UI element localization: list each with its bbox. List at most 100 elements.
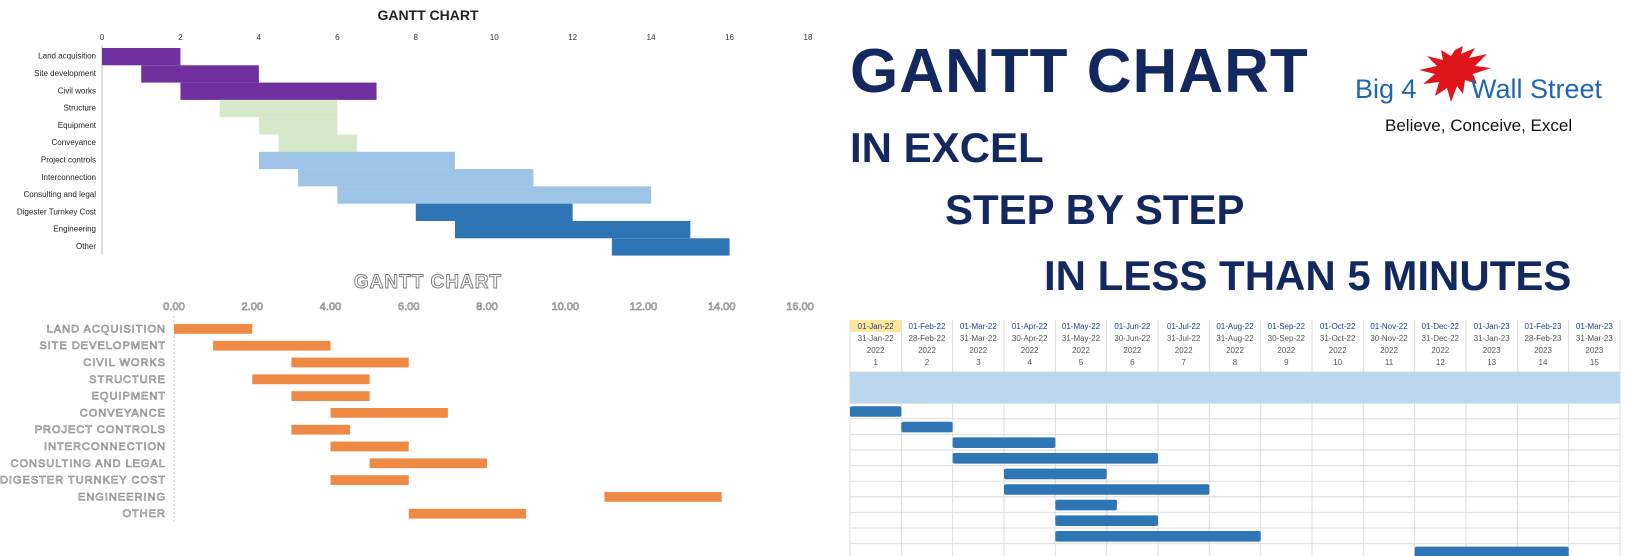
grid-header-cell: 14 [1539, 358, 1548, 367]
gantt-bar [337, 186, 652, 204]
highlight-row [850, 372, 1620, 388]
chart-title: GANTT CHART [354, 272, 502, 293]
y-tick-label: Other [76, 242, 96, 251]
gantt-bar [258, 117, 338, 135]
grid-header-cell: 01-Aug-22 [1216, 322, 1254, 331]
grid-header-cell: 2022 [1226, 346, 1244, 355]
grid-header-cell: 15 [1590, 358, 1599, 367]
x-tick-label: 0.00 [163, 301, 184, 313]
x-tick-label: 10 [490, 33, 499, 42]
y-tick-label: ENGINEERING [78, 491, 166, 503]
date-highlight [850, 320, 902, 332]
x-tick-label: 14.00 [708, 301, 736, 313]
grid-header-cell: 2022 [1380, 346, 1398, 355]
y-tick-label: PROJECT CONTROLS [35, 424, 166, 436]
eagle-icon [1419, 46, 1491, 102]
grid-header-cell: 2022 [1431, 346, 1449, 355]
y-tick-label: Site development [34, 69, 97, 78]
y-tick-label: Interconnection [41, 173, 96, 182]
chart-title: GANTT CHART [377, 7, 479, 23]
x-tick-label: 14 [647, 33, 656, 42]
gantt-bar [901, 421, 953, 433]
headline-line-1: IN EXCEL [850, 124, 1044, 171]
grid-header-cell: 13 [1487, 358, 1496, 367]
y-tick-label: CONVEYANCE [80, 407, 166, 419]
grid-header-cell: 31-Mar-23 [1576, 334, 1613, 343]
gantt-bar [180, 82, 377, 100]
grid-header-cell: 2022 [969, 346, 987, 355]
y-tick-label: EQUIPMENT [92, 391, 166, 403]
gantt-bar [455, 221, 691, 239]
grid-header-cell: 1 [873, 358, 878, 367]
grid-header-cell: 28-Feb-23 [1525, 334, 1562, 343]
gantt-bar [1004, 468, 1107, 480]
logo: Big 4 Wall Street Believe, Conceive, Exc… [1355, 44, 1615, 144]
gantt-bar [1055, 499, 1117, 511]
grid-header-cell: 2022 [1329, 346, 1347, 355]
gantt-bar [1055, 531, 1261, 542]
grid-header-cell: 7 [1181, 358, 1186, 367]
gantt-bar [174, 324, 253, 334]
grid-header-cell: 2022 [1277, 346, 1295, 355]
y-tick-label: CIVIL WORKS [83, 357, 166, 369]
grid-header-cell: 01-Jun-22 [1114, 322, 1151, 331]
grid-header-cell: 2023 [1534, 346, 1552, 355]
grid-header-cell: 01-Jan-22 [858, 322, 895, 331]
grid-header-cell: 2022 [1123, 346, 1141, 355]
grid-header-cell: 01-Dec-22 [1422, 322, 1460, 331]
x-tick-label: 12 [568, 33, 577, 42]
gantt-bar [604, 492, 722, 502]
y-tick-label: Digester Turnkey Cost [17, 207, 97, 216]
gantt-bar [1055, 515, 1158, 526]
grid-header-cell: 01-Sep-22 [1268, 322, 1306, 331]
y-tick-label: Consulting and legal [24, 190, 97, 199]
x-tick-label: 8.00 [476, 301, 497, 313]
grid-header-cell: 3 [976, 358, 981, 367]
gantt-bar [278, 134, 357, 152]
y-tick-label: OTHER [123, 508, 167, 520]
grid-header-cell: 2022 [867, 346, 885, 355]
grid-header-cell: 30-Nov-22 [1370, 334, 1408, 343]
logo-left-text: Big 4 [1355, 74, 1417, 104]
x-tick-label: 8 [414, 33, 419, 42]
x-tick-label: 18 [804, 33, 813, 42]
gantt-bar [850, 406, 902, 417]
grid-header-cell: 01-Apr-22 [1012, 322, 1048, 331]
grid-header-cell: 11 [1385, 358, 1394, 367]
y-tick-label: DIGESTER TURNKEY COST [0, 475, 166, 487]
gantt-bar [219, 99, 338, 118]
headline-line-3: IN LESS THAN 5 MINUTES [1044, 252, 1572, 299]
x-tick-label: 2 [178, 33, 183, 42]
headline-title: GANTT CHART [850, 37, 1309, 106]
grid-header-cell: 5 [1079, 358, 1084, 367]
gantt-bar [298, 169, 534, 187]
gantt-bar [952, 437, 1056, 448]
y-tick-label: Civil works [58, 86, 96, 95]
gantt-bar [415, 203, 573, 221]
y-tick-label: Project controls [41, 155, 96, 164]
gantt-bar [258, 151, 455, 170]
y-tick-label: Land acquisition [38, 52, 96, 61]
grid-header-cell: 01-Mar-22 [960, 322, 997, 331]
x-tick-label: 2.00 [242, 301, 263, 313]
grid-header-cell: 31-Oct-22 [1320, 334, 1356, 343]
grid-header-cell: 31-Dec-22 [1422, 334, 1460, 343]
grid-header-cell: 31-Mar-22 [960, 334, 997, 343]
x-tick-label: 4.00 [320, 301, 341, 313]
grid-header-cell: 01-Mar-23 [1576, 322, 1613, 331]
gantt-bar [408, 508, 527, 519]
y-tick-label: Equipment [58, 121, 97, 130]
grid-header-cell: 2 [925, 358, 930, 367]
grid-header-cell: 01-Nov-22 [1370, 322, 1408, 331]
grid-header-cell: 31-Jan-23 [1474, 334, 1511, 343]
grid-header-cell: 30-Sep-22 [1268, 334, 1306, 343]
gantt-bar [291, 424, 351, 435]
grid-header-cell: 2023 [1585, 346, 1603, 355]
x-tick-label: 0 [100, 33, 105, 42]
gantt-bar [213, 340, 331, 351]
x-tick-label: 12.00 [630, 301, 658, 313]
gantt-bar [252, 374, 370, 385]
y-tick-label: Engineering [53, 225, 96, 234]
